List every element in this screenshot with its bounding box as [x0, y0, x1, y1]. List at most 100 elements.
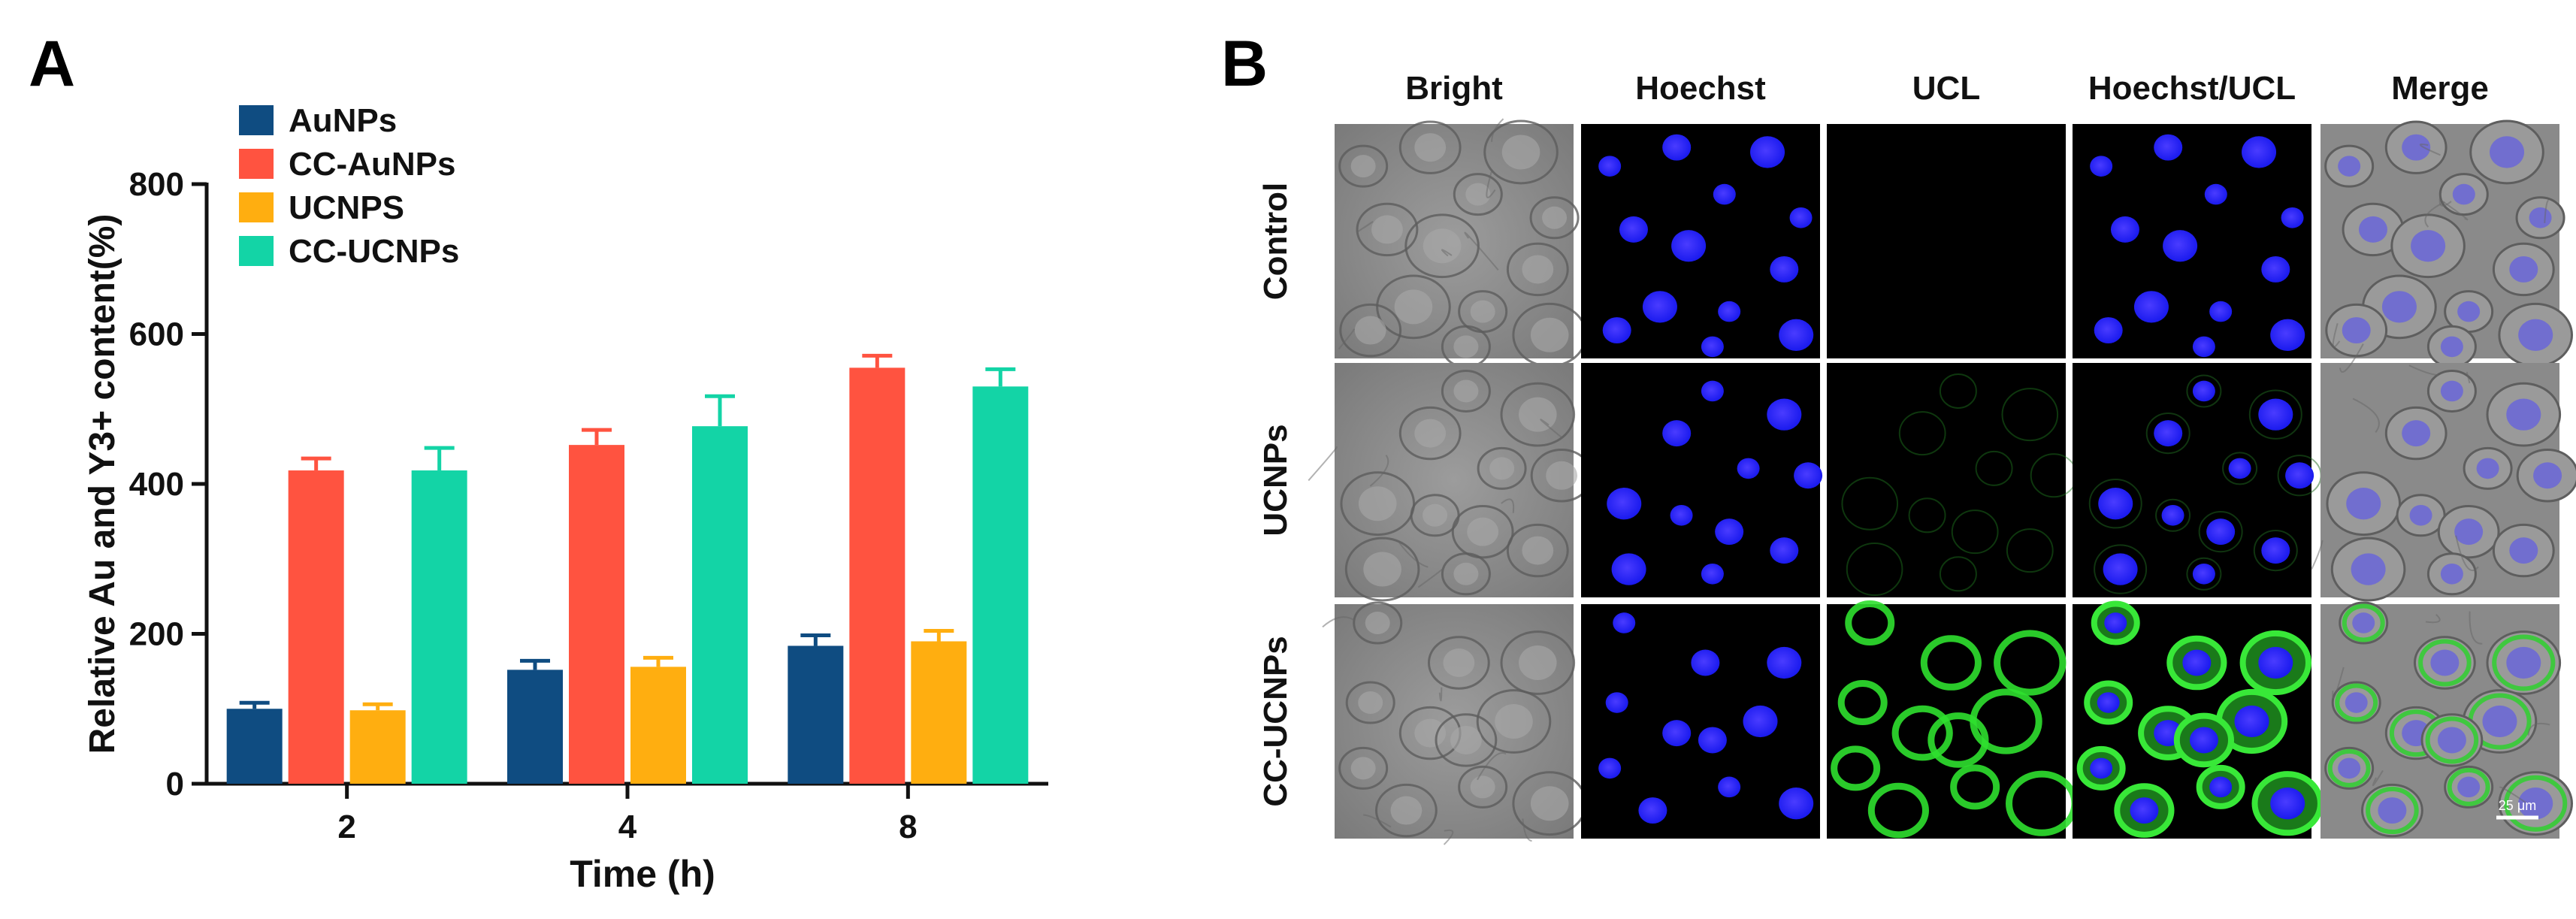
legend-swatch	[239, 192, 274, 222]
cell-outline	[2437, 504, 2500, 559]
nucleus	[1670, 505, 1693, 526]
cell-body	[1519, 645, 1557, 680]
cell-outline	[1441, 369, 1491, 413]
nucleus	[2154, 134, 2183, 161]
micrograph-tile	[2073, 124, 2311, 358]
nucleus	[1770, 255, 1799, 283]
nucleus	[1619, 216, 1648, 243]
cell-body	[1501, 135, 1540, 170]
nucleus	[2228, 458, 2251, 479]
bar-cc-aunps	[849, 367, 906, 784]
cell-outline	[1375, 783, 1438, 838]
nucleus	[2182, 649, 2212, 676]
cell-body	[1467, 517, 1499, 546]
y-tick-label: 0	[166, 766, 184, 803]
x-tick-label: 2	[337, 809, 355, 845]
micrograph-tile	[2321, 604, 2559, 839]
nucleus	[1701, 336, 1724, 358]
nucleus	[1789, 207, 1813, 228]
nucleus	[2104, 612, 2127, 633]
nucleus	[2234, 705, 2269, 738]
cell-body	[1450, 725, 1482, 754]
nucleus	[2506, 646, 2541, 679]
ucl-signal	[2253, 530, 2298, 572]
ucl-signal	[2166, 635, 2227, 691]
nucleus	[2402, 134, 2431, 161]
cell-body	[1414, 133, 1447, 162]
nucleus	[2189, 727, 2218, 754]
cell-texture	[1491, 118, 1504, 142]
nucleus	[2457, 301, 2481, 322]
cell-outline	[2486, 630, 2562, 695]
nucleus	[1613, 612, 1636, 633]
nucleus	[1718, 301, 1741, 322]
micrograph-cc-ucnps-merge	[2321, 601, 2573, 839]
nucleus	[2437, 727, 2466, 754]
cell-texture	[2425, 614, 2441, 624]
ucl-signal	[1920, 635, 1982, 691]
ucl-signal	[2030, 453, 2078, 498]
ucl-signal	[2335, 683, 2378, 722]
nucleus	[2209, 776, 2233, 798]
nucleus	[1750, 136, 1785, 168]
cell-texture	[2544, 199, 2550, 223]
nucleus	[1794, 462, 1823, 489]
nucleus	[2192, 336, 2215, 358]
ucl-signal	[1845, 600, 1895, 645]
cell-texture	[2527, 722, 2550, 736]
cell-outline	[2330, 537, 2406, 602]
nucleus	[2161, 505, 2184, 526]
cell-outline	[1506, 523, 1569, 578]
cell-outline	[1500, 382, 1576, 447]
micrograph-tile	[1581, 124, 1820, 358]
cell-texture	[1398, 542, 1429, 568]
nucleus	[2103, 553, 2138, 585]
cell-outline	[1353, 601, 1403, 645]
column-header: Hoechst/UCL	[2088, 70, 2296, 107]
nucleus	[2133, 291, 2169, 323]
bar-cc-ucnps	[692, 426, 748, 784]
ucl-signal	[2091, 600, 2140, 645]
micrograph-tile	[1335, 604, 1574, 839]
nucleus	[2258, 646, 2293, 679]
cell-texture	[2311, 540, 2324, 570]
cell-outline	[1476, 689, 1552, 754]
nucleus	[1605, 692, 1628, 713]
cell-outline	[2426, 325, 2477, 368]
cell-outline	[2324, 746, 2375, 790]
ucl-signal	[1841, 476, 1899, 531]
cell-outline	[1427, 636, 1490, 690]
cell-outline	[1451, 504, 1514, 559]
nucleus	[2358, 216, 2387, 243]
bar-ucnps	[630, 667, 686, 784]
cell-outline	[1345, 681, 1395, 724]
cell-outline	[1398, 706, 1462, 760]
legend-label: CC-UCNPs	[289, 233, 459, 270]
cell-outline	[1458, 765, 1508, 809]
cell-outline	[2390, 213, 2466, 279]
ucl-signal	[2001, 388, 2059, 442]
nucleus	[1701, 564, 1724, 585]
ucl-signal	[2088, 479, 2142, 529]
ucl-signal	[1939, 556, 1977, 592]
cell-body	[1365, 611, 1390, 634]
nucleus	[2192, 380, 2215, 402]
cell-outline	[1529, 196, 1580, 240]
nucleus	[2281, 207, 2304, 228]
nucleus	[2242, 136, 2277, 168]
cell-body	[1522, 255, 1554, 284]
cell-outline	[1435, 713, 1498, 767]
cell-outline	[2361, 783, 2423, 838]
nucleus	[2506, 398, 2541, 431]
ucl-signal	[1867, 782, 1929, 839]
micrograph-control-ucl	[1827, 124, 2066, 358]
cell-texture	[2499, 786, 2526, 803]
nucleus	[2402, 720, 2431, 747]
bar-aunps	[788, 645, 844, 784]
cell-body	[1354, 316, 1386, 345]
cell-outline	[2396, 494, 2446, 537]
nucleus	[2154, 420, 2183, 447]
cell-outline	[1410, 494, 1460, 537]
micrograph-cc-ucnps-ucl	[1827, 600, 2079, 839]
